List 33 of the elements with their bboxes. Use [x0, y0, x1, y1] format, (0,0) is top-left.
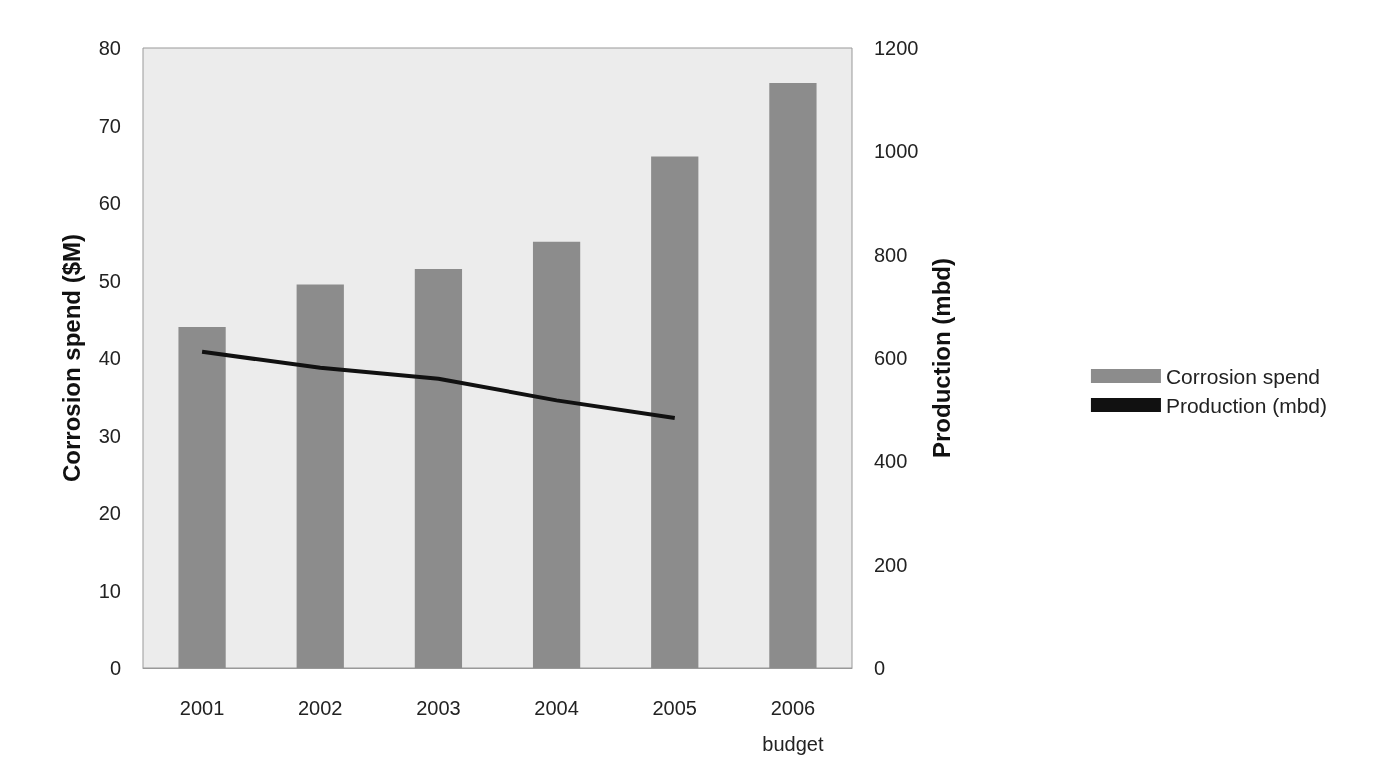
y2-tick-label: 1200 [874, 37, 919, 59]
y2-tick-label: 800 [874, 243, 908, 266]
y-tick-label: 30 [98, 424, 121, 447]
y2-tick-label: 400 [874, 450, 908, 473]
x-tick-label: 2001 [179, 697, 225, 719]
bar [532, 241, 581, 668]
bar [769, 82, 817, 668]
y-tick-label: 50 [98, 269, 121, 292]
x-tick-label: 2004 [534, 697, 579, 719]
y2-tick-label: 600 [874, 347, 908, 369]
legend-label: Production (mbd) [1165, 393, 1328, 417]
y2-axis-title: Production (mbd) [927, 258, 955, 458]
y2-tick-label: 200 [874, 553, 908, 576]
y-tick-label: 20 [98, 502, 121, 524]
y-tick-label: 40 [98, 347, 121, 369]
y-tick-label: 0 [109, 657, 121, 679]
bar [651, 156, 699, 668]
y-tick-label: 70 [98, 114, 121, 137]
x-tick-label: 2003 [416, 697, 461, 719]
x-tick-label: 2006 budget [762, 697, 824, 755]
bar [414, 268, 463, 668]
x-tick-label: 2002 [298, 697, 343, 719]
y2-tick-label: 1000 [874, 140, 919, 163]
y-tick-label: 10 [98, 579, 121, 602]
x-tick-label: 2005 [652, 697, 697, 719]
bar [178, 327, 226, 668]
y-tick-label: 60 [98, 192, 121, 214]
y2-tick-label: 0 [874, 657, 886, 679]
bar [296, 284, 344, 668]
y-axis-title: Corrosion spend ($M) [57, 233, 85, 483]
y-tick-label: 80 [98, 37, 121, 59]
legend-label: Corrosion spend [1165, 364, 1321, 388]
line-series [200, 349, 677, 420]
